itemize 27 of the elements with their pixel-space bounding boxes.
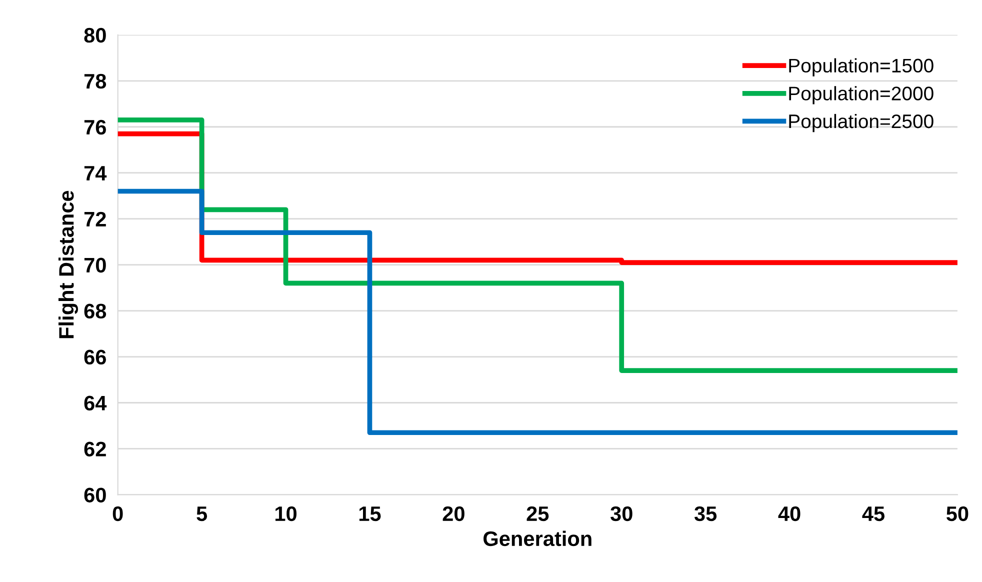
y-tick-label: 70: [84, 258, 106, 273]
x-tick-label: 5: [196, 506, 208, 522]
y-tick-label: 62: [84, 442, 106, 456]
y-tick-label: 76: [84, 120, 106, 135]
x-tick-label: 20: [442, 506, 464, 522]
x-tick-label: 30: [610, 506, 632, 522]
x-tick-label: 50: [946, 506, 968, 522]
x-tick-label: 0: [112, 506, 123, 522]
y-tick-label: 80: [84, 28, 106, 43]
y-tick-label: 74: [84, 166, 107, 180]
x-tick-label: 35: [694, 506, 717, 522]
legend-label: Population=1500: [789, 58, 934, 76]
y-axis-title: Flight Distance: [58, 190, 78, 338]
y-tick-label: 64: [84, 396, 107, 410]
y-tick-label: 78: [84, 74, 106, 89]
x-tick-label: 45: [862, 506, 884, 522]
x-tick-label: 15: [359, 506, 381, 522]
x-tick-label: 40: [778, 506, 800, 522]
legend-label: Population=2000: [789, 86, 934, 104]
y-tick-label: 66: [84, 350, 106, 365]
x-tick-label: 10: [275, 506, 296, 522]
x-axis-title: Generation: [484, 530, 592, 546]
x-tick-label: 25: [526, 506, 549, 522]
y-tick-label: 72: [84, 212, 106, 226]
y-tick-label: 60: [84, 488, 106, 502]
y-tick-label: 68: [84, 304, 106, 319]
legend-label: Population=2500: [789, 114, 934, 132]
